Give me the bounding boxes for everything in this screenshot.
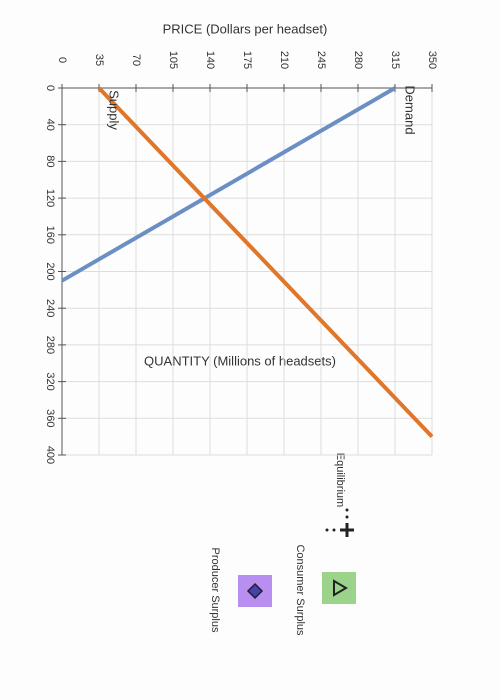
y-tick-label: 175 [241,51,253,69]
legend-label: Producer Surplus [209,548,221,633]
y-tick-label: 70 [130,54,142,66]
series-line [60,86,397,283]
axis-title: PRICE (Dollars per headset) [163,21,328,36]
y-tick-label: 35 [93,54,105,66]
y-tick-label: 210 [278,51,290,69]
legend-label: Consumer Surplus [294,544,306,636]
x-tick-label: 280 [44,336,56,354]
y-tick-label: 105 [167,51,179,69]
y-tick-label: 245 [315,51,327,69]
consumer-surplus-icon[interactable] [322,572,356,604]
x-tick-label: 200 [44,262,56,280]
y-tick-label: 280 [352,51,364,69]
series-label: Demand [403,85,418,134]
x-tick-label: 160 [44,226,56,244]
x-tick-label: 0 [44,85,56,91]
x-tick-label: 360 [44,409,56,427]
x-tick-label: 80 [44,155,56,167]
equilibrium-icon[interactable] [325,508,355,538]
y-tick-label: 350 [426,51,438,69]
x-tick-label: 400 [44,446,56,464]
y-tick-label: 315 [389,51,401,69]
x-tick-label: 120 [44,189,56,207]
x-tick-label: 320 [44,372,56,390]
x-tick-label: 40 [44,119,56,131]
y-tick-label: 140 [204,51,216,69]
x-axis-title: QUANTITY (Millions of headsets) [144,353,336,368]
y-tick-label: 0 [56,57,68,63]
legend-label: Equilibrium [334,453,346,507]
producer-surplus-icon[interactable] [238,575,272,607]
series-label: Supply [107,90,122,130]
x-tick-label: 240 [44,299,56,317]
series-line [97,86,434,439]
